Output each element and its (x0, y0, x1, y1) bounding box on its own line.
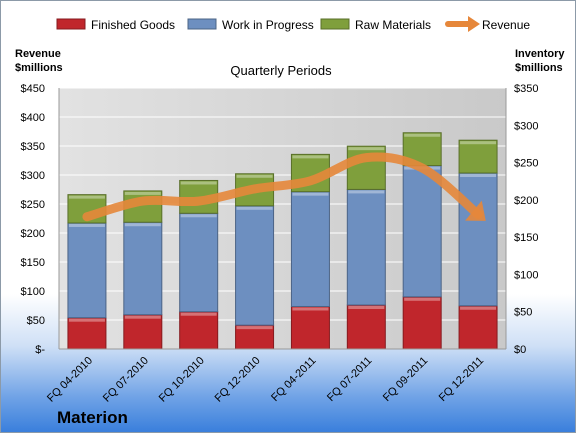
left-tick-label: $450 (21, 83, 45, 95)
bar-segment-highlight (460, 174, 497, 178)
x-tick-label: FQ 09-2011 (381, 355, 430, 404)
bar-segment-work-in-progress (67, 222, 107, 319)
right-tick-label: $0 (514, 344, 526, 356)
company-name: Materion (57, 408, 128, 427)
left-tick-label: $350 (21, 141, 45, 153)
left-tick-label: $250 (21, 199, 45, 211)
x-tick-label: FQ 04-2011 (269, 355, 318, 404)
bar-segment-work-in-progress (235, 205, 275, 326)
right-tick-label: $100 (514, 269, 538, 281)
bar-segment-highlight (180, 181, 217, 185)
bar-segment-work-in-progress (179, 212, 219, 313)
bar-segment-raw-materials (458, 139, 498, 174)
right-tick-label: $150 (514, 232, 538, 244)
bar-segment-highlight (460, 306, 497, 310)
x-tick-label: FQ 07-2011 (325, 355, 374, 404)
right-tick-label: $200 (514, 195, 538, 207)
bar-segment-work-in-progress (123, 221, 163, 316)
x-tick-label: FQ 04-2010 (45, 355, 95, 405)
bar-segment-highlight (124, 315, 161, 319)
bar-segment-highlight (348, 147, 385, 151)
left-axis-title-line2: $millions (15, 62, 63, 74)
bar-segment-highlight (124, 223, 161, 227)
left-tick-label: $50 (27, 315, 45, 327)
right-tick-label: $50 (514, 307, 532, 319)
legend-label: Raw Materials (355, 18, 431, 32)
legend-swatch-raw-materials (320, 18, 350, 30)
bar-segment-work-in-progress (458, 172, 498, 307)
left-tick-label: $200 (21, 228, 45, 240)
legend-swatch-work-in-progress (187, 18, 217, 30)
bar-segment-highlight (236, 206, 273, 210)
bar-segment-highlight (404, 133, 441, 137)
left-tick-label: $300 (21, 170, 45, 182)
x-tick-label: FQ 07-2010 (101, 355, 151, 405)
right-tick-label: $350 (514, 83, 538, 95)
chart-subtitle: Quarterly Periods (230, 63, 332, 78)
legend-label: Revenue (482, 18, 530, 32)
left-axis-title-line1: Revenue (15, 48, 61, 60)
right-tick-label: $300 (514, 120, 538, 132)
legend-label: Work in Progress (222, 18, 314, 32)
bar-segment-highlight (68, 195, 105, 199)
right-tick-label: $250 (514, 158, 538, 170)
left-tick-label: $100 (21, 286, 45, 298)
bar-segment-work-in-progress (290, 191, 330, 307)
bar-segment-highlight (348, 306, 385, 310)
revenue-line-arrowhead (465, 200, 486, 221)
bar-segment-highlight (348, 190, 385, 194)
bar-segment-highlight (460, 141, 497, 145)
legend-label: Finished Goods (91, 18, 175, 32)
revenue-line (82, 152, 483, 222)
bar-segment-highlight (292, 155, 329, 159)
legend-swatch-revenue-arrow (468, 16, 480, 32)
bar-segment-highlight (124, 191, 161, 195)
bar-segment-highlight (292, 307, 329, 311)
plot-area: $- $50 $100 $150 $200 $250 $300 $350 $400 $450 $0 $… (21, 83, 539, 405)
bar-segment-finished-goods (402, 296, 442, 350)
bar-segment-finished-goods (179, 311, 219, 350)
bar-segment-work-in-progress (346, 188, 386, 306)
bar-segment-finished-goods (346, 304, 386, 350)
bar-segment-raw-materials (402, 132, 442, 167)
x-tick-label: FQ 10-2010 (157, 355, 207, 405)
bar-segment-highlight (180, 214, 217, 218)
bar-segment-highlight (236, 326, 273, 330)
right-axis-title-line2: $millions (515, 62, 563, 74)
bar-segment-highlight (68, 223, 105, 227)
bar-segment-highlight (236, 174, 273, 178)
bar-segment-work-in-progress (402, 165, 442, 298)
left-tick-label: $400 (21, 112, 45, 124)
legend-swatch-finished-goods (56, 18, 86, 30)
left-tick-label: $- (35, 344, 45, 356)
bar-segment-highlight (180, 312, 217, 316)
bar-segment-finished-goods (67, 317, 107, 350)
legend: Finished Goods Work in Progress Raw Materi… (56, 16, 530, 32)
bar-segment-highlight (68, 318, 105, 322)
bar-segment-highlight (292, 192, 329, 196)
bar-segment-finished-goods (458, 305, 498, 350)
right-axis-title-line1: Inventory (515, 48, 565, 60)
x-tick-label: FQ 12-2011 (437, 355, 486, 404)
bar-segment-highlight (404, 297, 441, 301)
left-tick-label: $150 (21, 257, 45, 269)
bar-segment-finished-goods (123, 314, 163, 350)
x-tick-label: FQ 12-2010 (213, 355, 263, 405)
bar-segment-finished-goods (290, 305, 330, 350)
